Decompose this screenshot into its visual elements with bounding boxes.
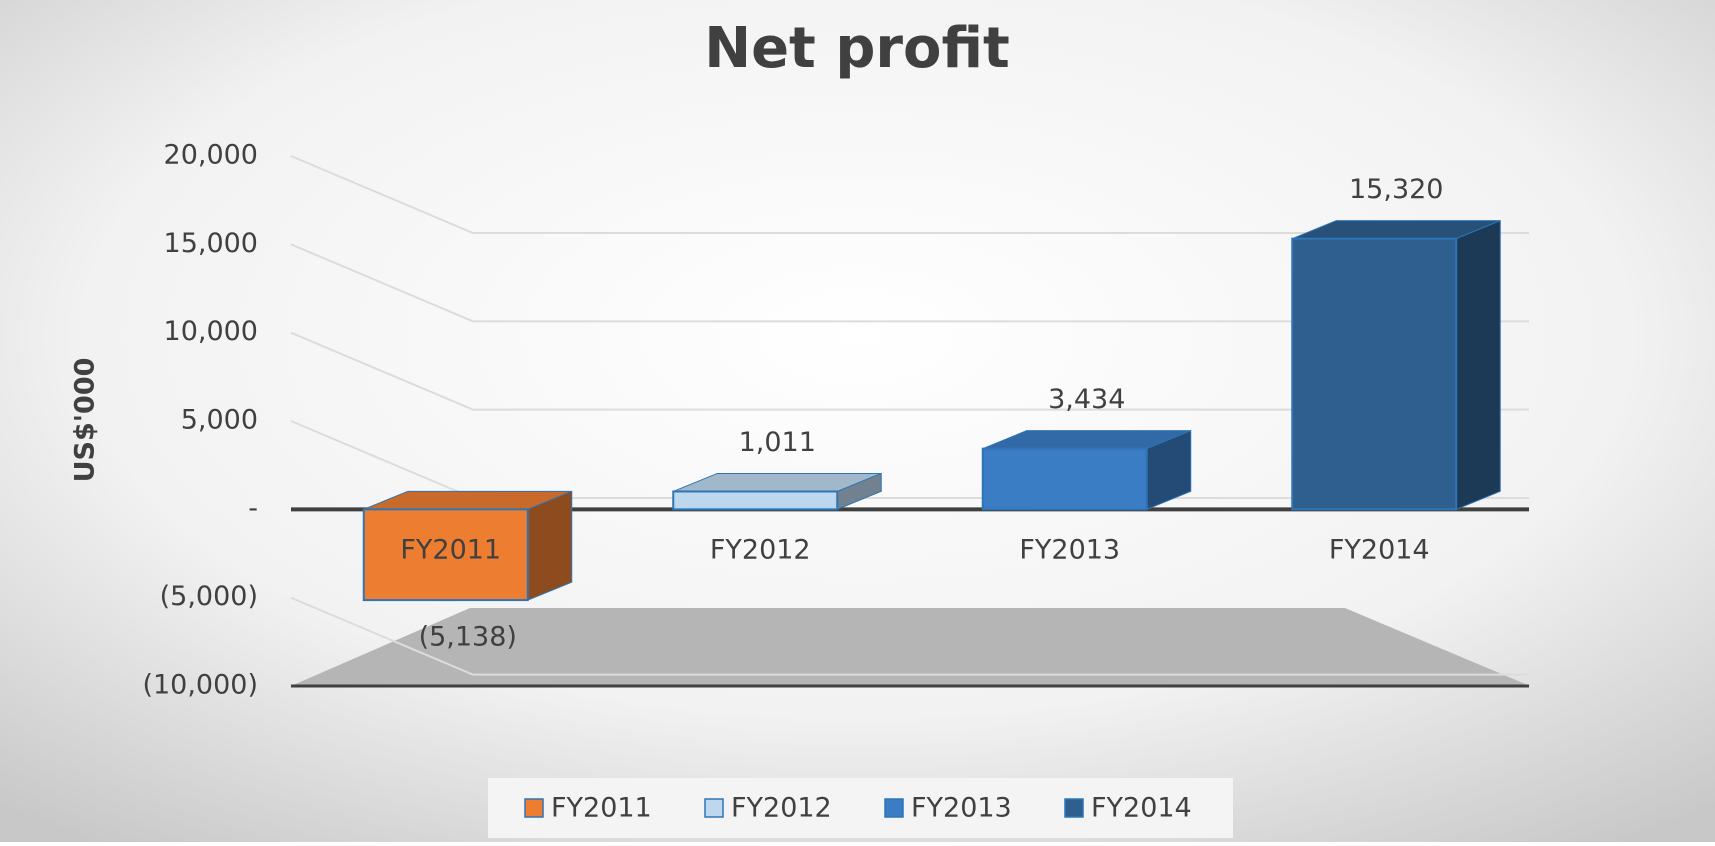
data-label: (5,138) <box>419 622 517 653</box>
y-axis-label: US$'000 <box>70 358 101 483</box>
x-tick-label: FY2012 <box>710 535 811 566</box>
y-tick-label: 20,000 <box>164 140 258 171</box>
grid-line <box>290 331 1529 411</box>
legend-label: FY2012 <box>731 793 832 824</box>
bar <box>672 490 839 511</box>
bar-side <box>1455 219 1501 511</box>
data-label: 3,434 <box>1048 384 1125 415</box>
bar <box>1291 237 1458 511</box>
legend-swatch <box>884 798 904 818</box>
x-tick-label: FY2014 <box>1329 535 1430 566</box>
y-tick-label: 5,000 <box>181 405 258 436</box>
x-tick-label: FY2011 <box>400 535 501 566</box>
x-tick-label: FY2013 <box>1019 535 1120 566</box>
bar <box>362 508 529 602</box>
legend-label: FY2011 <box>551 793 652 824</box>
y-tick-label: - <box>248 493 258 524</box>
floor <box>291 608 1530 686</box>
bar <box>981 447 1148 511</box>
legend-label: FY2013 <box>911 793 1012 824</box>
y-tick-label: 10,000 <box>164 316 258 347</box>
legend-label: FY2014 <box>1091 793 1192 824</box>
legend-swatch <box>1064 798 1084 818</box>
grid-line <box>290 243 1529 323</box>
data-label: 1,011 <box>739 427 816 458</box>
y-tick-label: 15,000 <box>164 228 258 259</box>
legend-swatch <box>704 798 724 818</box>
y-tick-label: (5,000) <box>160 581 258 612</box>
data-label: 15,320 <box>1349 174 1443 205</box>
legend-box <box>488 778 1233 838</box>
y-tick-label: (10,000) <box>142 670 258 701</box>
bar-side <box>527 490 573 601</box>
chart-title: Net profit <box>704 16 1010 81</box>
grid-line <box>290 596 1529 676</box>
grid-line <box>290 155 1529 234</box>
legend-swatch <box>524 798 544 818</box>
